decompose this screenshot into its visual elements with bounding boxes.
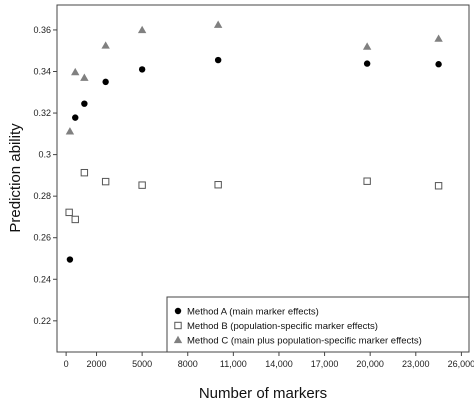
method-a-point [102,78,109,86]
method-b-point [434,182,443,190]
y-tick-label: 0.24 [33,274,51,284]
y-tick-label: 0.32 [33,108,51,118]
x-tick-label: 11,000 [220,359,247,369]
legend-label: Method C (main plus population-specific … [187,336,422,347]
method-c-point [362,42,372,50]
legend-box [166,296,470,353]
x-tick-label: 5000 [132,359,152,369]
method-b-point [214,181,222,189]
y-tick-label: 0.22 [33,316,51,326]
legend-marker-method-a [174,307,182,315]
method-b-point [80,168,89,177]
method-b-point [363,177,371,185]
y-axis-title: Prediction ability [7,123,24,233]
x-axis: 0 2000 5000 8000 11,000 14,000 17,000 20,000 23,… [64,352,474,369]
method-c-point [137,25,147,34]
method-b-point [65,208,73,217]
method-b-point [71,215,79,224]
x-axis-title: Number of markers [199,385,327,402]
legend-marker-method-b [174,321,182,330]
legend-label: Method A (main marker effects) [187,307,319,318]
method-a-point [81,100,88,107]
x-tick-label: 0 [64,359,69,369]
x-tick-label: 14,000 [265,359,293,369]
legend-label: Method B (population-specific marker eff… [187,321,378,332]
x-tick-label: 23,000 [402,359,430,369]
legend-marker-method-c [173,335,183,344]
method-b-point [101,177,110,186]
method-a-point [138,66,146,73]
method-a-point [66,256,74,263]
method-c-point [71,67,80,76]
y-tick-label: 0.34 [33,66,51,76]
method-a-point [214,56,222,64]
y-axis: 0.22 0.24 0.26 0.28 0.3 0.32 0.34 0.36 [33,25,57,326]
method-c-point [434,34,443,42]
method-c-point [213,20,223,28]
method-a-point [435,61,442,68]
x-tick-label: 20,000 [356,359,384,369]
method-a-point [363,60,371,67]
legend: Method A (main marker effects) Method B (… [166,296,470,353]
method-a-point [72,114,79,121]
x-tick-label: 26,000 [448,359,474,369]
y-tick-label: 0.36 [33,25,51,35]
method-c-point [80,73,89,81]
y-tick-label: 0.28 [33,191,51,201]
x-tick-label: 2000 [87,359,107,369]
y-tick-label: 0.26 [33,233,51,243]
method-c-point [101,41,110,49]
x-tick-label: 17,000 [311,359,339,369]
data-points [65,20,443,263]
method-b-point [138,181,146,189]
x-tick-label: 8000 [178,359,198,369]
method-c-point [65,127,75,135]
y-tick-label: 0.3 [38,150,51,160]
